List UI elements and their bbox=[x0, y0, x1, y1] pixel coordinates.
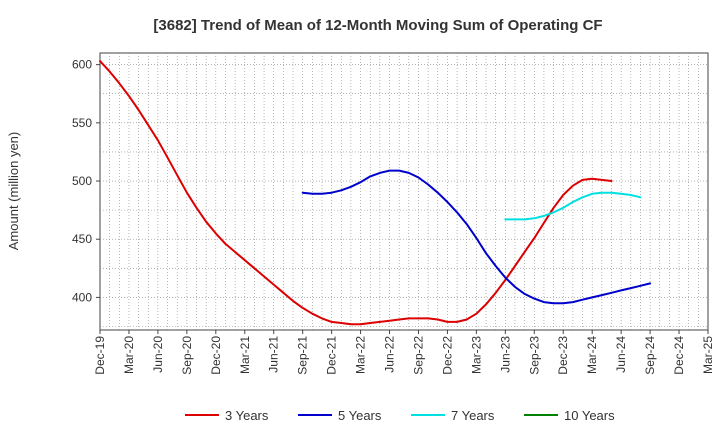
x-tick-label: Sep-21 bbox=[296, 336, 310, 375]
legend-label: 10 Years bbox=[564, 408, 615, 423]
series-line-3-years bbox=[99, 60, 613, 326]
chart-title: [3682] Trend of Mean of 12-Month Moving … bbox=[153, 17, 602, 34]
y-tick-label: 550 bbox=[72, 116, 92, 130]
x-tick-label: Dec-21 bbox=[325, 336, 339, 375]
plot-area bbox=[99, 52, 709, 331]
x-tick-label: Mar-23 bbox=[469, 336, 483, 374]
grid-lines bbox=[100, 53, 708, 330]
y-tick-label: 600 bbox=[72, 58, 92, 72]
x-tick-label: Mar-24 bbox=[585, 336, 599, 374]
x-tick-label: Mar-22 bbox=[354, 336, 368, 374]
x-tick-label: Jun-23 bbox=[498, 336, 512, 373]
x-tick-label: Jun-20 bbox=[151, 336, 165, 373]
legend: 3 Years 5 Years 7 Years 10 Years bbox=[185, 408, 615, 423]
x-tick-label: Sep-20 bbox=[180, 336, 194, 375]
x-tick-label: Sep-22 bbox=[411, 336, 425, 375]
legend-label: 7 Years bbox=[451, 408, 495, 423]
x-axis: Dec-19 Mar-20 Jun-20 Sep-20 Dec-20 Mar-21 Jun-… bbox=[93, 330, 715, 375]
y-axis: 400 450 500 550 600 bbox=[72, 58, 100, 304]
x-tick-label: Jun-22 bbox=[383, 336, 397, 373]
x-tick-label: Dec-24 bbox=[672, 336, 686, 375]
legend-label: 3 Years bbox=[225, 408, 269, 423]
legend-label: 5 Years bbox=[338, 408, 382, 423]
x-tick-label: Sep-24 bbox=[643, 336, 657, 375]
x-tick-label: Jun-21 bbox=[267, 336, 281, 373]
y-tick-label: 400 bbox=[72, 290, 92, 304]
x-tick-label: Mar-25 bbox=[701, 336, 715, 374]
series-line-5-years bbox=[301, 169, 652, 305]
x-tick-label: Jun-24 bbox=[614, 336, 628, 373]
series-line-7-years bbox=[504, 191, 642, 221]
x-tick-label: Dec-22 bbox=[440, 336, 454, 375]
x-tick-label: Dec-23 bbox=[556, 336, 570, 375]
y-tick-label: 500 bbox=[72, 174, 92, 188]
y-tick-label: 450 bbox=[72, 232, 92, 246]
y-axis-label: Amount (million yen) bbox=[6, 132, 21, 251]
x-tick-label: Dec-20 bbox=[209, 336, 223, 375]
x-tick-label: Mar-20 bbox=[122, 336, 136, 374]
x-tick-label: Dec-19 bbox=[93, 336, 107, 375]
x-tick-label: Sep-23 bbox=[527, 336, 541, 375]
x-tick-label: Mar-21 bbox=[238, 336, 252, 374]
series-lines bbox=[99, 60, 652, 326]
